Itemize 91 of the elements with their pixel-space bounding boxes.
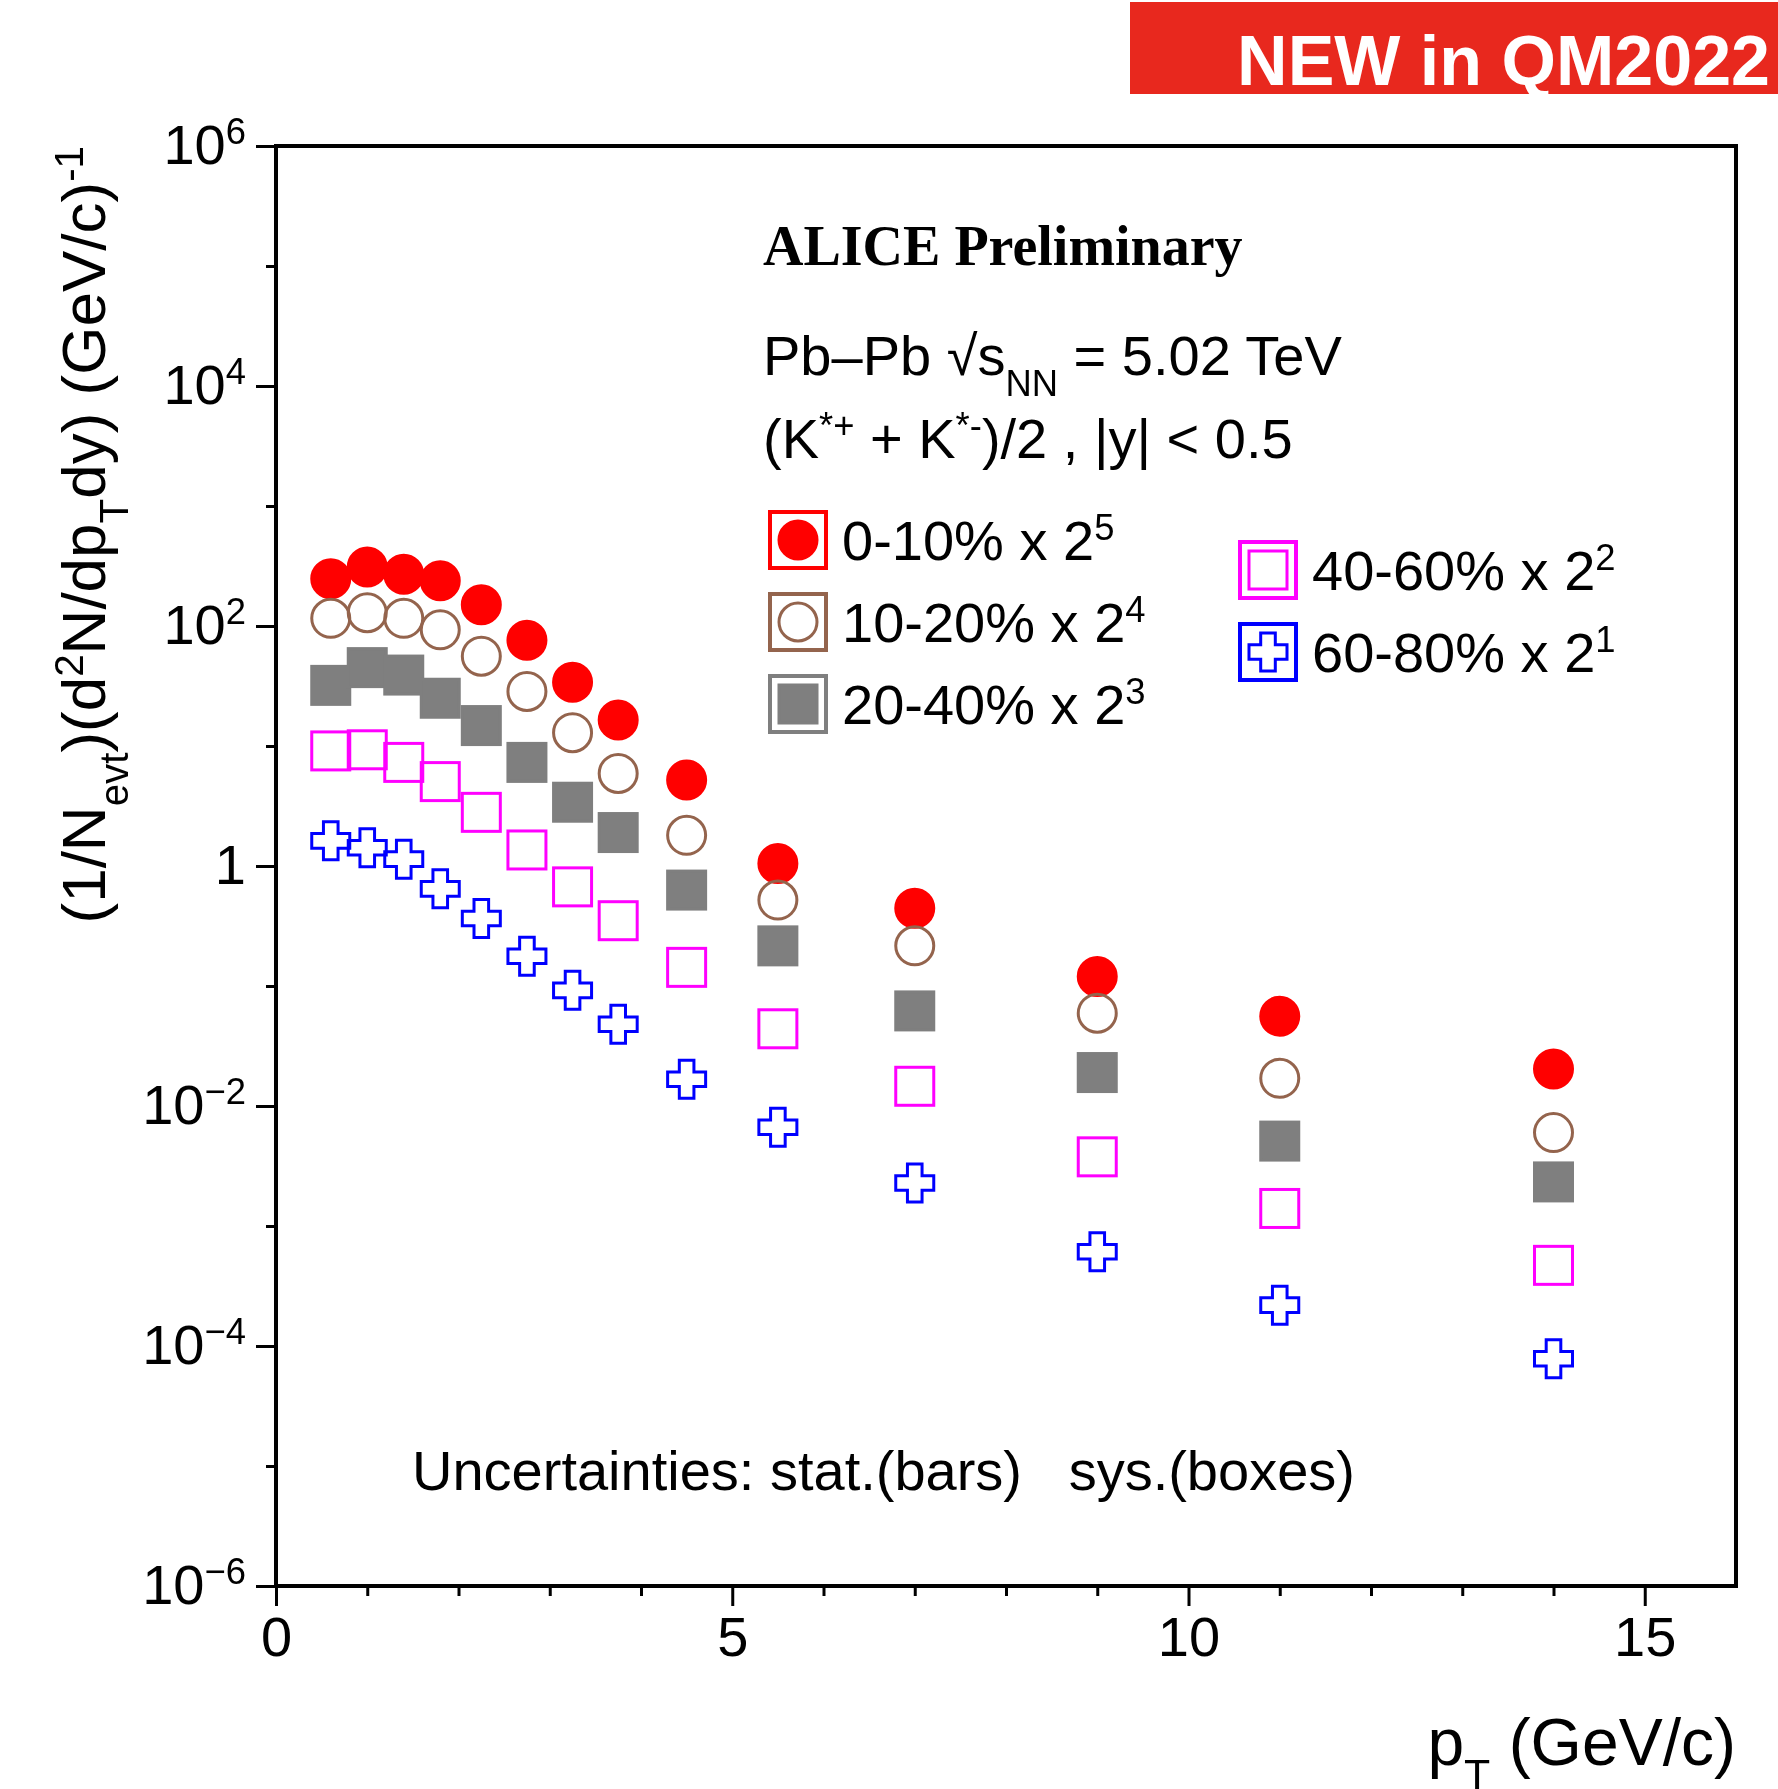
x-tick-label: 10	[1157, 1604, 1221, 1668]
point	[1533, 1338, 1574, 1380]
point	[757, 879, 799, 921]
point	[1259, 995, 1301, 1037]
y-tick-label: 10$^{−4}$	[142, 1310, 246, 1377]
point	[1076, 1136, 1118, 1178]
x-tick-label: 0	[260, 1604, 293, 1668]
point	[506, 741, 548, 783]
y-tick-label: 1	[214, 833, 246, 897]
x-tick-label: 15	[1614, 1604, 1677, 1668]
point	[666, 869, 708, 911]
point	[1533, 1244, 1574, 1286]
point	[666, 759, 708, 801]
y-tick-label: 10$^{2}$	[163, 590, 246, 657]
point	[419, 677, 461, 719]
point	[310, 730, 352, 772]
point	[310, 664, 352, 706]
point	[597, 1003, 639, 1045]
point	[597, 900, 639, 942]
point	[552, 969, 594, 1011]
y-tick-label: 10$^{−2}$	[142, 1070, 246, 1137]
legend-label: 20-40% x 2$^{3}$	[842, 670, 1146, 736]
legend-label: 10-20% x 2$^{4}$	[842, 588, 1146, 654]
point	[597, 753, 639, 794]
legend-label: 40-60% x 2$^{2}$	[1312, 536, 1616, 602]
point	[506, 670, 548, 712]
point	[460, 898, 502, 940]
y-tick-label: 10$^{4}$	[163, 350, 246, 417]
point	[383, 597, 425, 639]
point	[1076, 1231, 1118, 1273]
annotation: Uncertainties: stat.(bars) sys.(boxes)	[412, 1439, 1355, 1502]
point	[1076, 956, 1118, 997]
point	[383, 654, 425, 696]
point	[552, 866, 594, 908]
legend-label: 60-80% x 2$^{1}$	[1312, 618, 1616, 684]
point	[1259, 1057, 1301, 1099]
point	[894, 925, 936, 967]
point	[346, 592, 388, 634]
point	[597, 699, 639, 741]
point	[506, 935, 548, 977]
point	[1076, 992, 1118, 1034]
point	[666, 1058, 708, 1100]
point	[383, 553, 425, 595]
text: NEW in QM2022	[1237, 22, 1770, 100]
point	[419, 560, 461, 602]
point	[460, 584, 502, 626]
point	[383, 838, 425, 880]
point	[419, 761, 461, 803]
point	[383, 741, 425, 783]
point	[552, 712, 594, 754]
point	[346, 729, 388, 771]
annotation: ALICE Preliminary	[763, 215, 1243, 277]
point	[1259, 1284, 1301, 1326]
y-tick-label: 10$^{6}$	[163, 110, 246, 177]
point	[1533, 1048, 1574, 1090]
legend-label: 0-10% x 2$^{5}$	[842, 506, 1115, 572]
point	[460, 705, 502, 747]
point	[757, 1008, 799, 1050]
point	[666, 814, 708, 856]
point	[757, 925, 799, 967]
x-axis-title: p$_{T}$ (GeV/c)	[1427, 1705, 1736, 1789]
point	[894, 990, 936, 1032]
point	[506, 829, 548, 871]
point	[1533, 1112, 1574, 1154]
point	[346, 827, 388, 869]
point	[552, 781, 594, 823]
point	[419, 868, 461, 910]
point	[506, 619, 548, 661]
point	[1076, 1052, 1118, 1094]
point	[460, 635, 502, 677]
point	[757, 1106, 799, 1148]
point	[894, 1065, 936, 1107]
point	[1533, 1161, 1574, 1203]
point	[894, 1162, 936, 1204]
point	[666, 946, 708, 988]
point	[894, 887, 936, 929]
point	[310, 558, 352, 600]
annotation: (K$^{*+}$ + K$^{*-}$)/2 , |y| < 0.5	[763, 404, 1293, 470]
point	[346, 546, 388, 588]
point	[552, 661, 594, 703]
point	[460, 791, 502, 833]
point	[1259, 1120, 1301, 1162]
point	[419, 609, 461, 651]
y-tick-label: 10$^{−6}$	[142, 1550, 246, 1617]
point	[597, 812, 639, 854]
point	[1259, 1187, 1301, 1229]
point	[310, 820, 352, 862]
point	[310, 597, 352, 639]
annotation: Pb–Pb √s$_{NN}$ = 5.02 TeV	[763, 324, 1343, 404]
point	[757, 842, 799, 884]
x-tick-label: 5	[717, 1604, 749, 1668]
